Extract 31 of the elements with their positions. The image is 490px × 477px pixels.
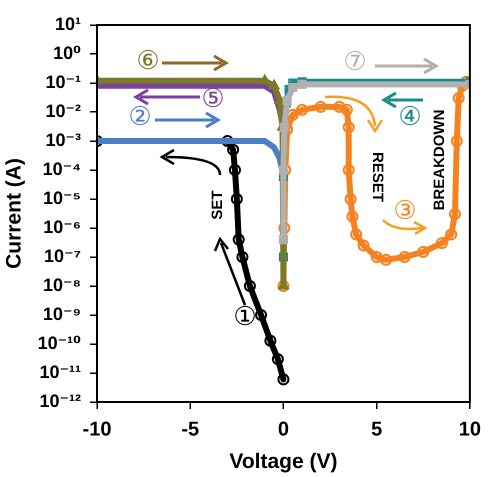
annotation: ⑦ (343, 46, 367, 77)
y-tick-label: 10⁻⁹ (42, 304, 81, 324)
y-tick-label: 10⁻¹⁰ (38, 332, 82, 353)
y-tick-label: 10¹ (54, 14, 82, 34)
x-tick-label: -5 (181, 418, 200, 441)
annotation: ⑤ (201, 84, 225, 114)
annotation: ③ (393, 196, 417, 226)
x-tick-label: 5 (371, 418, 382, 441)
x-tick-label: -10 (82, 418, 112, 441)
annotation: ⑥ (136, 46, 160, 76)
y-tick-label: 10⁻⁴ (42, 158, 81, 179)
y-tick-label: 10⁻⁷ (44, 246, 81, 266)
annotation: SET (209, 190, 226, 220)
annotation: ④ (398, 102, 422, 132)
x-tick-label: 10 (458, 418, 481, 441)
annotation: BREAKDOWN (431, 110, 448, 210)
y-tick-label: 10⁻¹¹ (39, 362, 81, 382)
y-tick-label: 10⁻⁵ (43, 188, 81, 208)
y-tick-label: 10⁻¹² (39, 390, 81, 411)
y-tick-label: 10⁻⁸ (42, 274, 81, 295)
x-tick-label: 0 (278, 418, 289, 441)
annotation: ① (233, 302, 257, 332)
y-tick-label: 10⁻¹ (45, 72, 81, 92)
annotation: RESET (368, 152, 386, 202)
y-tick-label: 10⁻⁶ (43, 216, 81, 237)
annotation: ② (128, 102, 152, 132)
y-tick-label: 10⁻² (45, 100, 81, 121)
y-axis-title: Current (A) (2, 158, 26, 269)
y-tick-label: 10⁻³ (45, 130, 81, 150)
y-tick-label: 10⁰ (53, 42, 82, 63)
x-axis-title: Voltage (V) (229, 450, 338, 474)
